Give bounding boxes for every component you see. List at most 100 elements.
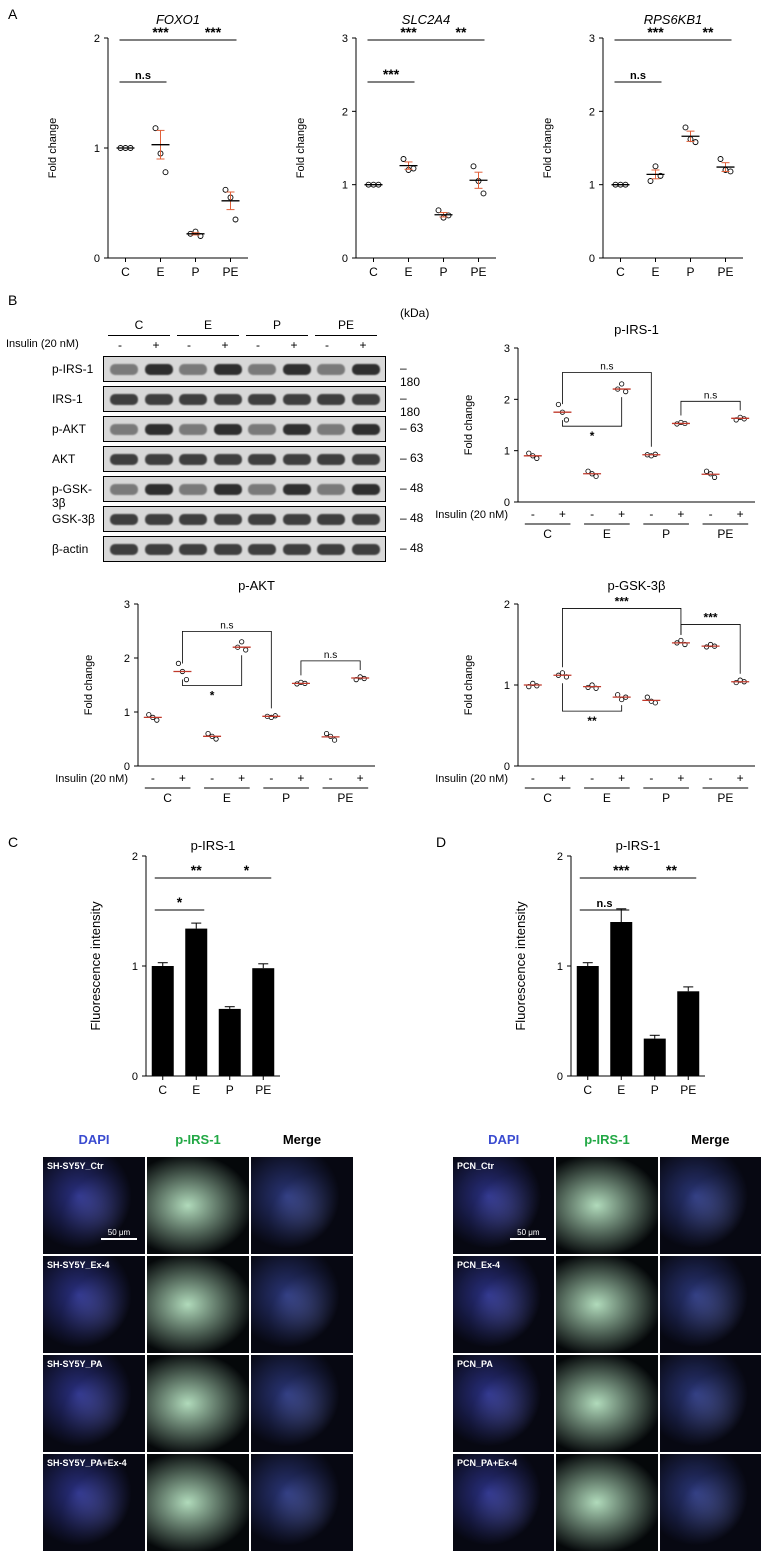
x-tick-label: PE bbox=[222, 265, 238, 279]
blot-band bbox=[110, 454, 138, 465]
micrograph-tile bbox=[146, 1156, 250, 1255]
x-tick-label: E bbox=[651, 265, 659, 279]
significance-label: ** bbox=[191, 862, 202, 878]
insulin-sign: - bbox=[649, 771, 653, 785]
data-point bbox=[470, 163, 477, 170]
insulin-sign: + bbox=[618, 771, 625, 785]
scale-bar-line bbox=[510, 1238, 547, 1240]
insulin-sign: + bbox=[179, 771, 186, 785]
data-point bbox=[480, 190, 487, 197]
panel-label-a: A bbox=[8, 6, 18, 22]
y-tick-label: 0 bbox=[504, 761, 510, 773]
blot-band bbox=[213, 514, 242, 525]
data-point bbox=[593, 473, 599, 479]
group-label: C bbox=[543, 791, 552, 805]
insulin-sign: - bbox=[531, 771, 535, 785]
blot-group-label: E bbox=[177, 318, 239, 336]
blot-band bbox=[317, 424, 345, 435]
bar bbox=[185, 928, 208, 1076]
y-tick-label: 2 bbox=[504, 599, 510, 611]
micrograph-column-header: p-IRS-1 bbox=[584, 1132, 630, 1147]
panel-label-d: D bbox=[436, 834, 447, 850]
blot-band bbox=[351, 364, 380, 375]
chart-title: RPS6KB1 bbox=[644, 12, 703, 27]
blot-band bbox=[317, 514, 345, 525]
blot-row-label: p-GSK-3β bbox=[52, 482, 93, 510]
micrograph-tile bbox=[555, 1255, 659, 1354]
blot-band bbox=[144, 454, 173, 465]
group-label: P bbox=[662, 791, 670, 805]
significance-label: *** bbox=[205, 24, 222, 40]
y-tick-label: 0 bbox=[342, 253, 348, 265]
y-tick-label: 3 bbox=[504, 343, 510, 355]
scale-bar: 50 μm bbox=[101, 1228, 137, 1240]
micrograph-tile bbox=[250, 1453, 354, 1552]
p-akt-chart: p-AKT Fold change 0 1 2 3 - + - + - + - + Insulin (20 … bbox=[55, 578, 375, 805]
significance-label: * bbox=[590, 429, 595, 443]
blot-band bbox=[213, 364, 242, 375]
y-tick-label: 3 bbox=[124, 599, 130, 611]
micrograph-tile bbox=[250, 1255, 354, 1354]
insulin-sign: - bbox=[256, 338, 260, 352]
group-label: PE bbox=[717, 527, 733, 541]
significance-label: * bbox=[177, 894, 183, 910]
x-tick-label: E bbox=[617, 1083, 625, 1097]
data-point bbox=[205, 731, 211, 737]
significance-bracket bbox=[182, 631, 272, 709]
data-point bbox=[162, 169, 169, 176]
y-tick-label: 0 bbox=[132, 1071, 138, 1083]
significance-label: n.s bbox=[324, 650, 337, 661]
group-label: E bbox=[223, 791, 231, 805]
blot-band bbox=[282, 544, 311, 555]
data-point bbox=[555, 401, 562, 408]
data-point bbox=[647, 178, 654, 184]
blot-kda-value: – 63 bbox=[400, 421, 424, 435]
blot-row-label: IRS-1 bbox=[52, 392, 83, 406]
blot-band bbox=[317, 544, 345, 555]
blot-band bbox=[110, 394, 138, 405]
y-axis-label: Fluorescence intensity bbox=[88, 901, 103, 1031]
group-label: PE bbox=[337, 791, 353, 805]
blot-band bbox=[179, 424, 207, 435]
significance-label: ** bbox=[456, 24, 467, 40]
chart-title: SLC2A4 bbox=[402, 12, 450, 27]
significance-label: *** bbox=[613, 862, 630, 878]
insulin-sign: + bbox=[737, 507, 744, 521]
micrograph-caption: SH-SY5Y_Ctr bbox=[47, 1161, 104, 1171]
blot-band bbox=[110, 514, 138, 525]
blot-strip bbox=[103, 506, 386, 532]
blot-band bbox=[248, 484, 276, 495]
x-tick-label: C bbox=[369, 265, 378, 279]
blot-band bbox=[144, 394, 173, 405]
significance-label: n.s bbox=[600, 361, 613, 372]
micrograph-column-header: DAPI bbox=[78, 1132, 110, 1147]
y-tick-label: 0 bbox=[124, 761, 130, 773]
y-axis-label: Fold change bbox=[83, 655, 95, 716]
scale-bar-line bbox=[101, 1238, 137, 1240]
insulin-sign: + bbox=[221, 338, 229, 352]
y-tick-label: 2 bbox=[124, 653, 130, 665]
micrograph-tile: PCN_PA+Ex-4 bbox=[452, 1453, 556, 1552]
y-axis-label: Fold change bbox=[542, 118, 554, 179]
blot-band bbox=[351, 424, 380, 435]
group-label: E bbox=[603, 527, 611, 541]
micrograph-column-header: DAPI bbox=[488, 1132, 520, 1147]
group-label: P bbox=[662, 527, 670, 541]
blot-band bbox=[179, 514, 207, 525]
micrograph-column-header: p-IRS-1 bbox=[175, 1132, 221, 1147]
blot-band bbox=[317, 484, 345, 495]
significance-label: *** bbox=[152, 24, 169, 40]
significance-label: * bbox=[244, 862, 250, 878]
insulin-sign: - bbox=[531, 507, 535, 521]
micrograph-tile: PCN_PA bbox=[452, 1354, 556, 1453]
blot-band bbox=[110, 364, 138, 375]
insulin-sign: + bbox=[559, 507, 566, 521]
blot-band bbox=[213, 544, 242, 555]
y-axis-label: Fluorescence intensity bbox=[513, 901, 528, 1031]
y-tick-label: 3 bbox=[589, 33, 595, 45]
insulin-sign: - bbox=[709, 507, 713, 521]
blot-kda-value: – 48 bbox=[400, 511, 424, 525]
insulin-sign: + bbox=[677, 771, 684, 785]
data-point bbox=[717, 156, 724, 162]
micrograph-caption: PCN_PA bbox=[457, 1359, 493, 1369]
